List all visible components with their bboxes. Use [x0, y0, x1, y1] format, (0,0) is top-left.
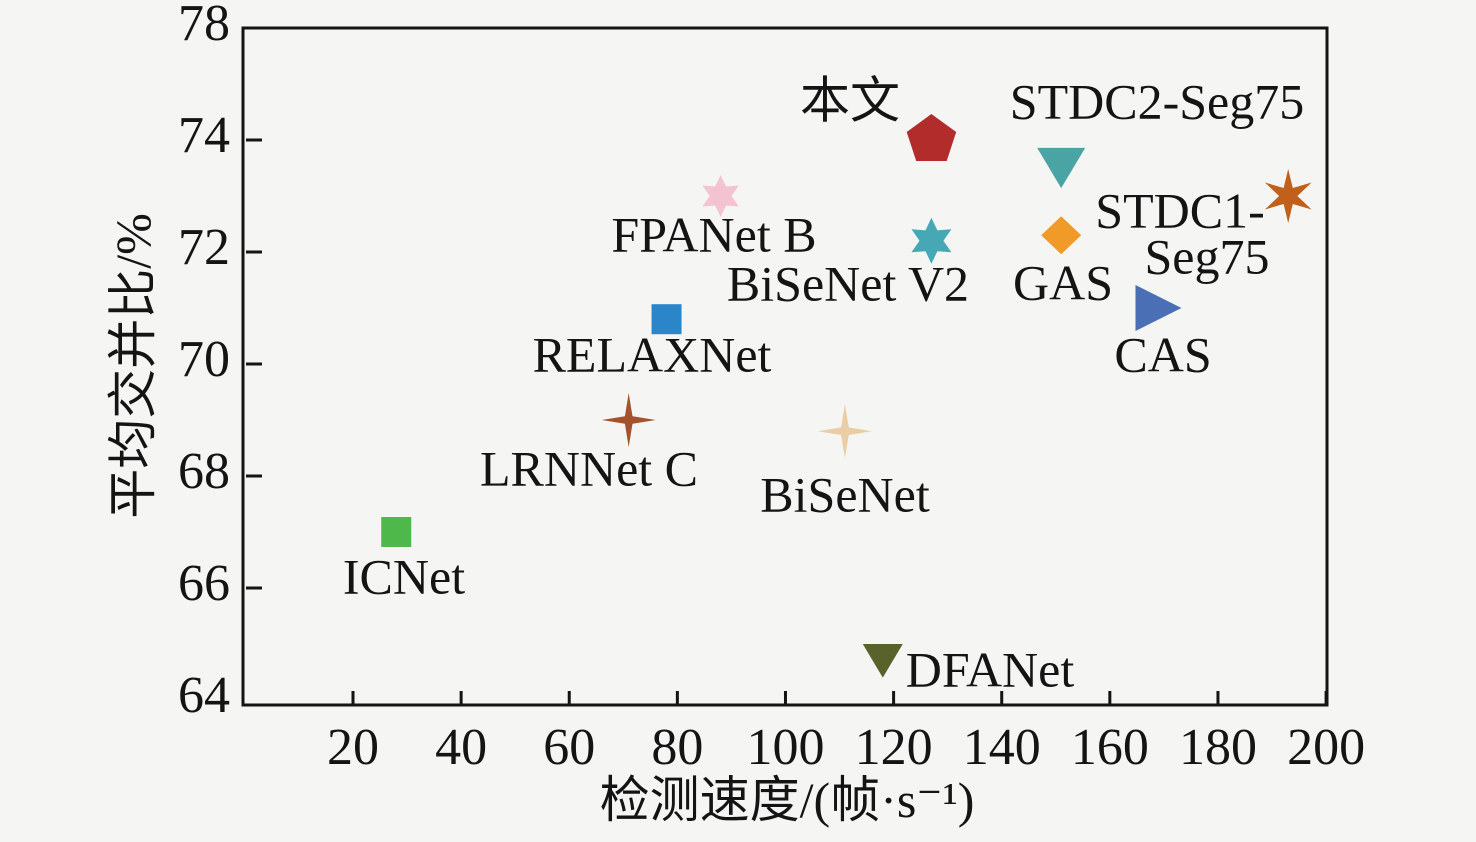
- x-tick-label: 40: [435, 719, 487, 776]
- x-tick-label: 100: [746, 719, 824, 776]
- point-label-stdc2-seg75: STDC2-Seg75: [1010, 73, 1304, 129]
- y-tick-label: 70: [178, 331, 230, 388]
- y-tick-label: 72: [178, 219, 230, 276]
- marker-gas: [1041, 216, 1082, 255]
- marker-icnet: [381, 517, 412, 547]
- marker-cas: [1135, 285, 1182, 331]
- x-tick-label: 200: [1287, 719, 1365, 776]
- marker-stdc1-seg75: [1264, 169, 1312, 223]
- point-label-fpanet-b: FPANet B: [611, 206, 816, 262]
- point-label-bisenet: BiSeNet: [760, 466, 930, 522]
- point-label-relaxnet: RELAXNet: [533, 326, 772, 382]
- point-label-bisenet-v2: BiSeNet V2: [727, 255, 969, 311]
- marker-dfanet: [862, 644, 903, 678]
- point-label-dfanet: DFANet: [906, 641, 1075, 697]
- x-tick-label: 60: [543, 719, 595, 776]
- x-tick-label: 140: [963, 719, 1041, 776]
- y-tick-label: 78: [178, 0, 230, 52]
- point-label-cas: CAS: [1114, 326, 1211, 382]
- point-label-icnet: ICNet: [343, 548, 465, 604]
- x-tick-label: 180: [1179, 719, 1257, 776]
- x-tick-label: 20: [327, 719, 379, 776]
- marker-ours: [906, 114, 957, 161]
- point-label-lrnnet-c: LRNNet C: [480, 440, 698, 496]
- point-label-ours: 本文: [800, 72, 900, 128]
- point-label-gas: GAS: [1013, 254, 1113, 310]
- marker-lrnnet-c: [601, 393, 656, 447]
- y-tick-label: 68: [178, 443, 230, 500]
- y-axis-title: 平均交并比/%: [105, 213, 161, 519]
- y-tick-label: 64: [178, 667, 230, 724]
- point-label-stdc1-seg75: Seg75: [1145, 228, 1270, 284]
- y-tick-label: 66: [178, 555, 230, 612]
- point-label-stdc1-seg75: STDC1-: [1095, 182, 1264, 238]
- x-tick-label: 160: [1071, 719, 1149, 776]
- x-tick-label: 120: [855, 719, 933, 776]
- marker-relaxnet: [651, 304, 682, 335]
- x-tick-label: 80: [651, 719, 703, 776]
- x-axis-title: 检测速度/(帧·s⁻¹): [599, 772, 975, 828]
- marker-stdc2-seg75: [1037, 147, 1086, 189]
- marker-bisenet: [817, 404, 872, 459]
- marker-fpanet-b: [702, 175, 739, 217]
- marker-bisenet-v2: [911, 217, 952, 264]
- y-tick-label: 74: [178, 107, 230, 164]
